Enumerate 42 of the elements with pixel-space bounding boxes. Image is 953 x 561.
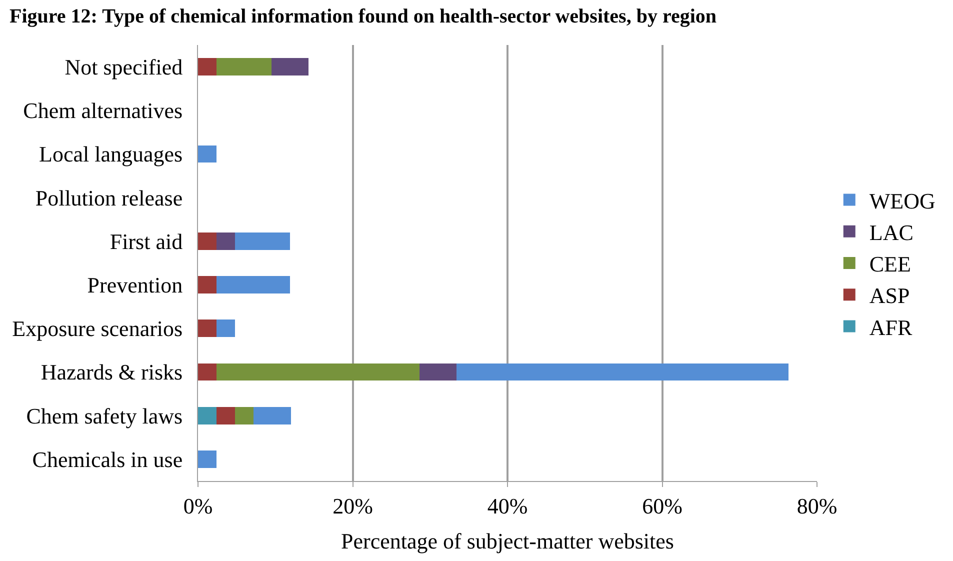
x-tick-label: 0%: [183, 493, 213, 518]
y-tick-label: Local languages: [39, 142, 183, 167]
y-tick-label: Chem alternatives: [23, 98, 183, 124]
bar: [198, 406, 217, 424]
bar: [216, 58, 272, 76]
bar: [198, 320, 217, 338]
y-tick-label: Pollution release: [35, 185, 183, 210]
legend-label: CEE: [869, 252, 911, 277]
bar: [198, 276, 217, 294]
bar: [198, 58, 217, 76]
y-tick-label: Hazards & risks: [40, 360, 183, 385]
bar: [198, 450, 217, 468]
bar: [198, 145, 217, 163]
bar: [216, 406, 236, 424]
bar: [216, 363, 420, 381]
chart-title: Figure 12: Type of chemical information found on health-sector websites, by region: [10, 5, 717, 28]
bar: [235, 232, 290, 250]
y-tick-label: Exposure scenarios: [12, 316, 183, 342]
bar: [216, 320, 236, 338]
bar: [216, 276, 290, 294]
x-tick-label: 20%: [332, 493, 373, 518]
legend-label: LAC: [869, 220, 914, 245]
y-tick-label: Prevention: [87, 272, 183, 298]
bar: [198, 363, 217, 381]
x-tick-label: 40%: [487, 493, 528, 518]
legend-label: ASP: [869, 283, 910, 308]
bar: [235, 406, 254, 424]
bar: [419, 363, 456, 381]
legend-label: AFR: [869, 314, 913, 340]
x-tick-label: 80%: [796, 493, 838, 518]
bar: [456, 363, 788, 381]
bar: [272, 58, 309, 76]
y-tick-label: Chemicals in use: [32, 446, 183, 472]
bar: [198, 232, 217, 250]
y-tick-label: First aid: [110, 228, 183, 254]
y-tick-label: Chem safety laws: [26, 403, 183, 428]
x-axis-title: Percentage of subject-matter websites: [341, 528, 674, 554]
bar: [216, 232, 236, 250]
y-tick-label: Not specified: [64, 54, 183, 80]
bar: [254, 406, 291, 424]
x-tick-label: 60%: [642, 493, 682, 518]
legend-label: WEOG: [869, 188, 936, 214]
